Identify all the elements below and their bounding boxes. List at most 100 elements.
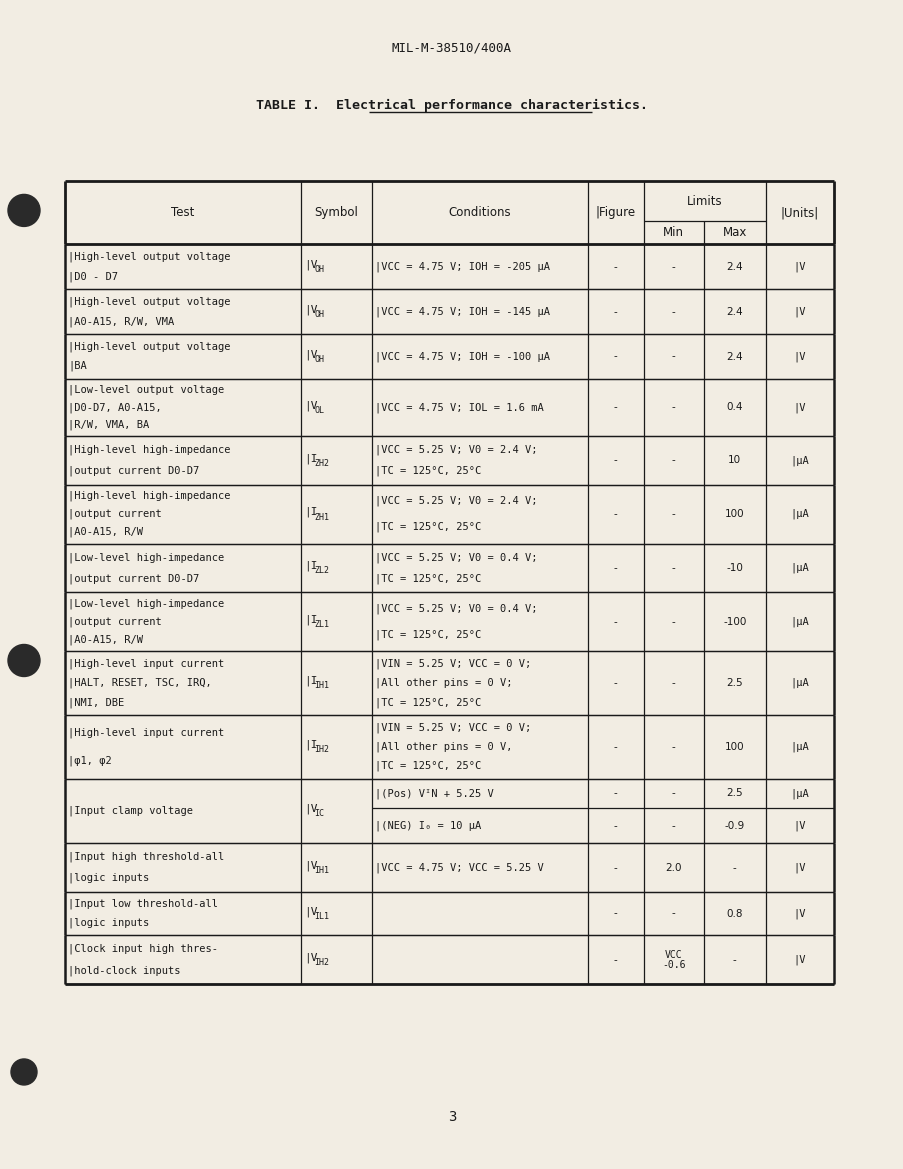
Text: |High-level input current: |High-level input current xyxy=(68,658,224,669)
Text: -100: -100 xyxy=(722,616,746,627)
Text: -: - xyxy=(671,821,675,831)
Text: Min: Min xyxy=(663,226,684,240)
Text: 100: 100 xyxy=(724,741,744,752)
Text: |VIN = 5.25 V; VCC = 0 V;: |VIN = 5.25 V; VCC = 0 V; xyxy=(375,722,531,733)
Text: |V: |V xyxy=(793,352,805,361)
Text: -: - xyxy=(613,678,617,689)
Text: OL: OL xyxy=(314,406,324,415)
Text: |TC = 125°C, 25°C: |TC = 125°C, 25°C xyxy=(375,465,481,476)
Circle shape xyxy=(8,194,40,227)
Text: |μA: |μA xyxy=(789,509,808,519)
Text: -: - xyxy=(671,741,675,752)
Text: |High-level output voltage: |High-level output voltage xyxy=(68,341,230,352)
Text: -: - xyxy=(671,306,675,317)
Text: |Figure: |Figure xyxy=(595,206,635,220)
Text: |V: |V xyxy=(304,953,318,963)
Text: |I: |I xyxy=(304,561,318,572)
Text: -: - xyxy=(671,616,675,627)
Text: ZH1: ZH1 xyxy=(314,512,330,521)
Text: |V: |V xyxy=(793,821,805,831)
Circle shape xyxy=(8,644,40,677)
Text: |logic inputs: |logic inputs xyxy=(68,873,149,884)
Text: |VCC = 4.75 V; IOH = -145 μA: |VCC = 4.75 V; IOH = -145 μA xyxy=(375,306,550,317)
Text: |I: |I xyxy=(304,615,318,625)
Text: -: - xyxy=(613,821,617,831)
Text: |TC = 125°C, 25°C: |TC = 125°C, 25°C xyxy=(375,521,481,532)
Text: |High-level output voltage: |High-level output voltage xyxy=(68,251,230,262)
Text: 2.4: 2.4 xyxy=(726,262,742,272)
Text: -: - xyxy=(613,788,617,798)
Text: |TC = 125°C, 25°C: |TC = 125°C, 25°C xyxy=(375,629,481,639)
Text: |φ1, φ2: |φ1, φ2 xyxy=(68,755,112,766)
Text: |Low-level output voltage: |Low-level output voltage xyxy=(68,385,224,395)
Text: Limits: Limits xyxy=(686,194,721,208)
Text: -: - xyxy=(613,863,617,873)
Text: |V: |V xyxy=(793,306,805,317)
Text: |VCC = 5.25 V; V0 = 0.4 V;: |VCC = 5.25 V; V0 = 0.4 V; xyxy=(375,552,537,562)
Text: -: - xyxy=(671,908,675,919)
Text: IC: IC xyxy=(314,809,324,818)
Text: -: - xyxy=(671,788,675,798)
Text: -: - xyxy=(613,262,617,272)
Text: ZL2: ZL2 xyxy=(314,566,330,575)
Text: OH: OH xyxy=(314,310,324,319)
Text: 2.4: 2.4 xyxy=(726,306,742,317)
Text: -: - xyxy=(613,306,617,317)
Circle shape xyxy=(11,1059,37,1085)
Text: |VCC = 5.25 V; V0 = 2.4 V;: |VCC = 5.25 V; V0 = 2.4 V; xyxy=(375,496,537,506)
Text: |All other pins = 0 V;: |All other pins = 0 V; xyxy=(375,678,512,689)
Text: |I: |I xyxy=(304,454,318,464)
Text: -: - xyxy=(671,678,675,689)
Text: |VCC = 5.25 V; V0 = 0.4 V;: |VCC = 5.25 V; V0 = 0.4 V; xyxy=(375,603,537,614)
Text: |output current D0-D7: |output current D0-D7 xyxy=(68,573,200,583)
Text: -0.6: -0.6 xyxy=(661,960,684,970)
Text: -: - xyxy=(613,509,617,519)
Text: 2.5: 2.5 xyxy=(726,678,742,689)
Text: Test: Test xyxy=(171,206,194,220)
Text: |Low-level high-impedance: |Low-level high-impedance xyxy=(68,599,224,609)
Text: Max: Max xyxy=(721,226,746,240)
Text: IH1: IH1 xyxy=(314,682,330,691)
Text: |output current: |output current xyxy=(68,616,162,627)
Text: -: - xyxy=(671,509,675,519)
Text: |V: |V xyxy=(793,863,805,873)
Text: ZL1: ZL1 xyxy=(314,620,330,629)
Text: |V: |V xyxy=(304,804,318,815)
Text: -: - xyxy=(613,741,617,752)
Text: -: - xyxy=(671,262,675,272)
Text: OH: OH xyxy=(314,265,324,275)
Text: -: - xyxy=(671,455,675,465)
Text: |μA: |μA xyxy=(789,788,808,798)
Text: 100: 100 xyxy=(724,509,744,519)
Text: |NMI, DBE: |NMI, DBE xyxy=(68,697,125,707)
Text: |V: |V xyxy=(304,860,318,871)
Text: |V: |V xyxy=(793,402,805,413)
Text: OH: OH xyxy=(314,355,324,364)
Text: |VCC = 4.75 V; IOH = -100 μA: |VCC = 4.75 V; IOH = -100 μA xyxy=(375,352,550,361)
Text: |V: |V xyxy=(793,908,805,919)
Text: |TC = 125°C, 25°C: |TC = 125°C, 25°C xyxy=(375,573,481,583)
Text: |Input high threshold-all: |Input high threshold-all xyxy=(68,852,224,863)
Text: IH1: IH1 xyxy=(314,866,330,876)
Text: |D0 - D7: |D0 - D7 xyxy=(68,271,118,282)
Text: |High-level input current: |High-level input current xyxy=(68,727,224,738)
Text: |I: |I xyxy=(304,676,318,686)
Text: ZH2: ZH2 xyxy=(314,458,330,468)
Text: -0.9: -0.9 xyxy=(724,821,744,831)
Text: |μA: |μA xyxy=(789,741,808,752)
Text: -: - xyxy=(613,352,617,361)
Text: |All other pins = 0 V,: |All other pins = 0 V, xyxy=(375,741,512,752)
Text: 2.0: 2.0 xyxy=(665,863,681,873)
Text: |High-level output voltage: |High-level output voltage xyxy=(68,297,230,307)
Text: |V: |V xyxy=(304,906,318,916)
Text: IL1: IL1 xyxy=(314,912,330,921)
Text: -10: -10 xyxy=(726,562,742,573)
Text: |TC = 125°C, 25°C: |TC = 125°C, 25°C xyxy=(375,761,481,772)
Text: -: - xyxy=(671,402,675,413)
Text: TABLE I.  Electrical performance characteristics.: TABLE I. Electrical performance characte… xyxy=(256,98,647,111)
Text: -: - xyxy=(613,616,617,627)
Text: |μA: |μA xyxy=(789,616,808,627)
Text: |(NEG) I₀ = 10 μA: |(NEG) I₀ = 10 μA xyxy=(375,821,481,831)
Text: |R/W, VMA, BA: |R/W, VMA, BA xyxy=(68,420,149,430)
Text: |V: |V xyxy=(304,305,318,316)
